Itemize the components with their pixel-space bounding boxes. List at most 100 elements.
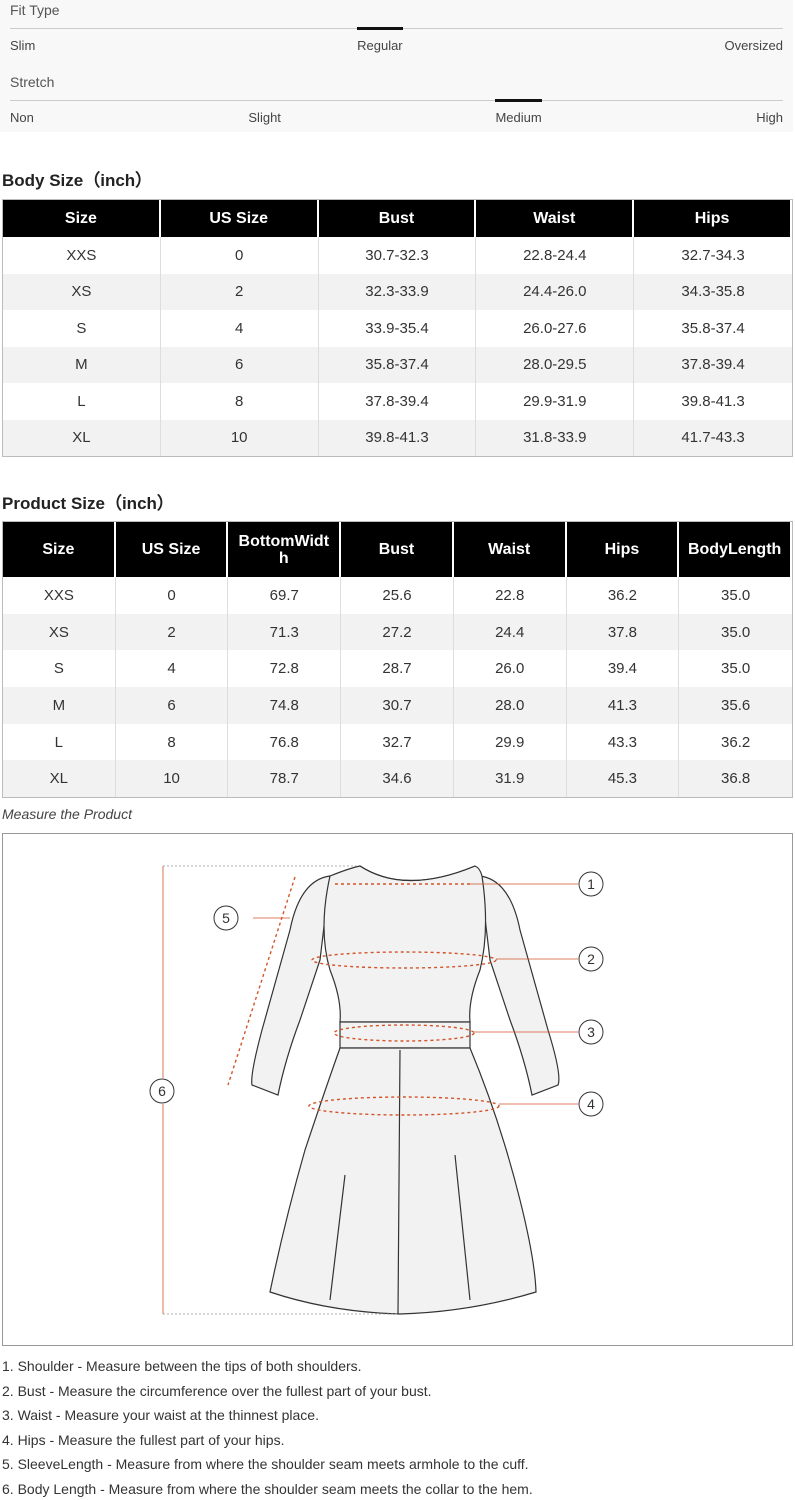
table-cell: 22.8 <box>454 577 567 614</box>
table-cell: 34.6 <box>341 760 454 798</box>
table-cell: 36.8 <box>679 760 792 798</box>
table-cell: 28.0-29.5 <box>476 346 635 383</box>
table-cell: 39.8-41.3 <box>681 392 745 410</box>
scale-option: Non <box>10 110 34 125</box>
table-cell: 37.8 <box>566 613 680 651</box>
table-cell: 4 <box>161 310 319 347</box>
label: 3 <box>587 1024 595 1040</box>
table-cell: 6 <box>160 346 319 383</box>
right-sleeve <box>479 875 560 1096</box>
table-cell: 39.4 <box>567 650 680 688</box>
table-cell: 31.8-33.9 <box>476 419 635 456</box>
table-cell: 41.3 <box>566 687 680 724</box>
scale-options: Slim Regular Oversized <box>10 27 783 53</box>
table-cell: 45.3 <box>566 760 680 798</box>
table-cell: 28.0 <box>453 687 567 724</box>
table-cell: S <box>3 650 116 688</box>
table-cell: 35.0 <box>679 613 792 651</box>
table-cell: 0 <box>161 237 319 274</box>
table-cell: 4 <box>116 650 229 688</box>
table-cell: M <box>3 346 161 383</box>
table-cell: L <box>3 723 116 761</box>
label: 5 <box>222 910 230 926</box>
table-cell: XS <box>3 273 161 310</box>
label: 2 <box>587 951 595 967</box>
table-cell: 72.8 <box>228 650 342 688</box>
caption: Measure the Product <box>2 806 132 822</box>
note: 6. Body Length - Measure from where the … <box>2 1481 533 1497</box>
scale-option: Regular <box>357 27 403 53</box>
table-cell: L <box>3 383 161 420</box>
left-sleeve <box>251 875 331 1096</box>
scale-line <box>10 100 783 101</box>
body-size-table: Size US Size Bust Waist Hips XXS 0 30.7-32.3 22.… <box>2 199 793 457</box>
table-cell: 24.4-26.0 <box>476 273 635 310</box>
header-cell: Waist <box>476 200 635 237</box>
table-cell: 22.8-24.4 <box>476 237 635 274</box>
dress <box>251 865 560 1315</box>
note: 2. Bust - Measure the circumference over… <box>2 1382 432 1399</box>
table-cell: S <box>3 310 161 347</box>
table-cell: 10 <box>115 760 229 798</box>
table-cell: M <box>3 687 116 724</box>
table-cell: 43.3 <box>567 723 680 761</box>
labels: 1 2 3 4 5 6 <box>158 876 595 1112</box>
header-cell: Bust <box>341 522 454 577</box>
table-cell: 41.7-43.3 <box>634 419 792 456</box>
table-cell: 25.6 <box>341 577 454 614</box>
waistband <box>339 1021 471 1049</box>
table-cell: 76.8 <box>228 723 342 761</box>
table-cell: 24.4 <box>453 613 567 651</box>
table-cell: 0 <box>116 577 229 614</box>
fit-panel: Fit Type Slim Regular Oversized Stretch Non Sl… <box>0 0 793 132</box>
table-cell: 8 <box>116 723 229 761</box>
scale-option: Oversized <box>724 38 783 53</box>
header-cell: Hips <box>634 200 792 237</box>
header-cell: US Size <box>160 200 319 237</box>
table-cell: 35.0 <box>721 660 751 678</box>
table-cell: 37.8-39.4 <box>634 346 792 383</box>
table-cell: 33.9-35.4 <box>319 310 477 347</box>
label: 1 <box>587 876 595 892</box>
scale-options: Non Slight Medium High <box>10 99 783 125</box>
table-cell: 39.8-41.3 <box>318 419 477 456</box>
table-cell: 36.2 <box>567 577 680 614</box>
table-cell: 32.7 <box>341 723 454 761</box>
note: 3. Waist - Measure your waist at the thi… <box>2 1407 319 1424</box>
table-cell: 74.8 <box>228 687 342 724</box>
measure-lines <box>162 865 578 1315</box>
fit-scale: Stretch Non Slight Medium High <box>0 72 793 144</box>
header-cell: US Size <box>115 522 229 577</box>
table-cell: 2 <box>160 273 319 310</box>
scale-title: Stretch <box>10 74 55 90</box>
table-cell: 8 <box>161 383 319 420</box>
header-cell: Waist <box>453 522 567 577</box>
note: 5. SleeveLength - Measure from where the… <box>2 1456 529 1473</box>
table-cell: 26.0-27.6 <box>476 310 635 347</box>
table-cell: 71.3 <box>228 613 342 651</box>
table-cell: 30.7 <box>341 687 454 724</box>
table-cell: 2 <box>115 613 229 651</box>
header-cell: Hips <box>566 522 680 577</box>
neckline <box>359 865 476 882</box>
table-cell: 32.7-34.3 <box>681 246 745 264</box>
scale-option: Slight <box>248 110 281 125</box>
scale-option: Slim <box>10 38 36 53</box>
table-cell: 37.8-39.4 <box>319 383 477 420</box>
table-cell: XXS <box>3 577 116 614</box>
header-cell: BodyLength <box>679 522 792 577</box>
table-cell: 69.7 <box>228 577 342 614</box>
table-cell: XL <box>3 760 116 798</box>
table-cell: 35.6 <box>679 687 792 724</box>
label: 4 <box>587 1096 595 1112</box>
measure-diagram: 1 2 3 4 5 6 <box>2 833 793 1346</box>
table-cell: 6 <box>115 687 229 724</box>
table-cell: 35.0 <box>721 586 751 604</box>
label: 6 <box>158 1083 166 1099</box>
table-cell: 29.9-31.9 <box>476 383 635 420</box>
table-cell: 29.9 <box>454 723 567 761</box>
table-cell: 31.9 <box>453 760 567 798</box>
fit-scale: Fit Type Slim Regular Oversized <box>0 0 793 72</box>
bodice <box>323 865 487 1023</box>
